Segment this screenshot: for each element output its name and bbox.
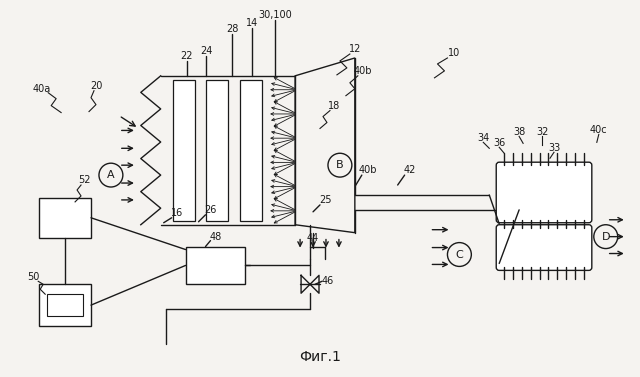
Text: 52: 52 [78,175,90,185]
FancyBboxPatch shape [496,162,592,223]
Bar [173,80,195,221]
Text: 40b: 40b [353,66,372,76]
Text: 48: 48 [209,231,221,242]
FancyBboxPatch shape [496,225,592,270]
Text: 40c: 40c [590,126,607,135]
Text: 44: 44 [307,233,319,243]
Text: 14: 14 [246,18,259,28]
Text: 32: 32 [536,127,548,137]
Text: 46: 46 [322,276,334,286]
Text: 10: 10 [448,48,461,58]
Text: 36: 36 [493,138,506,148]
Bar [39,284,91,326]
Bar [186,247,245,284]
Bar [39,198,91,238]
Bar [207,80,228,221]
Text: 40b: 40b [358,165,377,175]
Text: 25: 25 [320,195,332,205]
Text: 26: 26 [204,205,217,215]
Text: 18: 18 [328,101,340,110]
Text: 22: 22 [180,51,193,61]
Bar [47,294,83,316]
Text: 38: 38 [513,127,525,137]
Text: C: C [456,250,463,259]
Text: 30,100: 30,100 [259,10,292,20]
Text: 24: 24 [200,46,212,56]
Text: 34: 34 [477,133,490,143]
Text: 20: 20 [90,81,102,91]
Text: 40a: 40a [32,84,51,94]
Text: B: B [336,160,344,170]
Bar [241,80,262,221]
Text: 12: 12 [349,44,361,54]
Text: 28: 28 [226,24,239,34]
Text: 33: 33 [548,143,560,153]
Text: A: A [107,170,115,180]
Text: 16: 16 [170,208,183,218]
Text: D: D [602,231,610,242]
Text: 42: 42 [403,165,416,175]
Text: 50: 50 [27,272,40,282]
Text: Фиг.1: Фиг.1 [299,350,341,364]
